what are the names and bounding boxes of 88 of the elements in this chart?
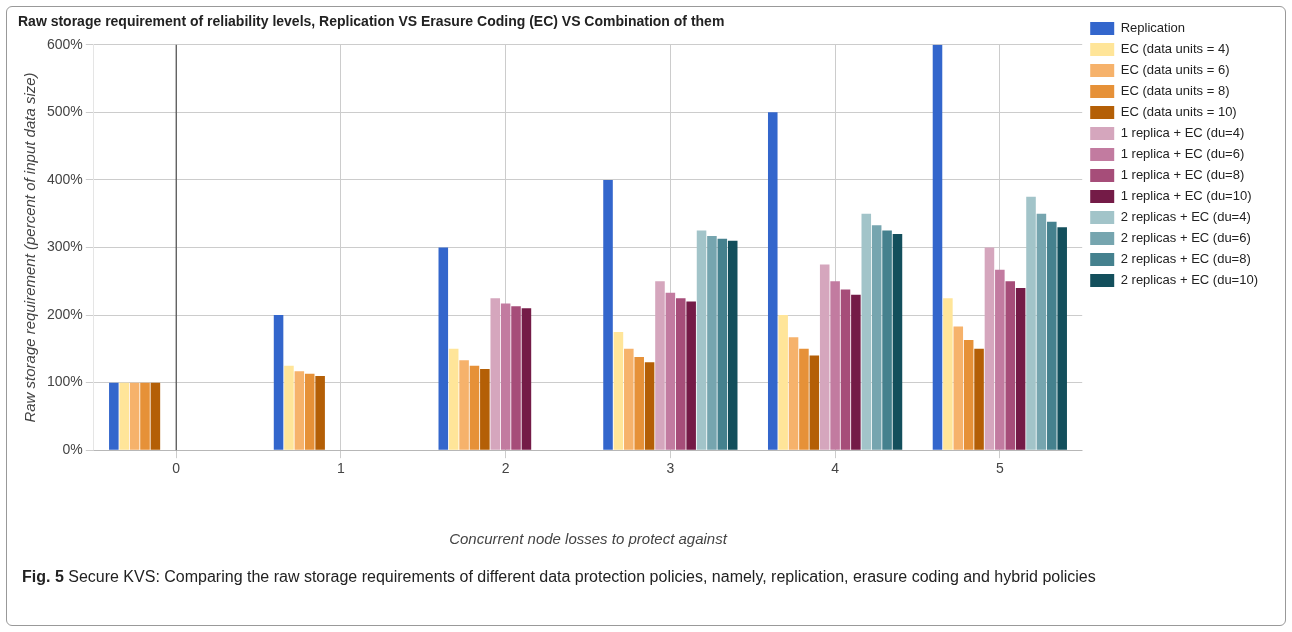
bar [129,382,140,450]
bar [819,264,830,450]
bar [644,362,655,450]
bar [953,326,964,450]
bar [788,337,799,450]
bar [696,230,707,450]
bar [686,301,696,450]
bar [1005,281,1016,450]
bar [624,348,634,450]
y-tick-label: 0% [62,441,83,458]
x-tick-label: 3 [666,460,675,477]
bar [448,348,459,450]
bar [840,289,851,450]
bar [315,375,325,450]
legend-label: 1 replica + EC (du=10) [1120,188,1252,204]
legend-label: 1 replica + EC (du=4) [1120,125,1245,141]
x-tick-label: 2 [501,460,510,477]
y-tick-label: 100% [46,373,83,390]
bar [150,382,161,450]
chart-title: Raw storage requirement of reliability levels, Replication VS Erasure Coding (EC) VS Combination of them [18,13,725,30]
bar [273,315,284,450]
legend-label: EC (data units = 4) [1120,41,1230,57]
bar [304,373,315,450]
bar [119,382,129,450]
bar [871,225,882,450]
bar [1015,288,1026,450]
bar [294,371,305,450]
bar [882,230,892,450]
bar [932,44,943,450]
bar [1047,221,1057,450]
bar [717,238,728,450]
bar [613,331,624,450]
legend-label: Replication [1120,20,1186,36]
bar [809,355,820,450]
bar [438,247,449,450]
x-tick-label: 1 [337,460,346,477]
legend-label: 2 replicas + EC (du=8) [1120,251,1251,267]
y-tick-label: 200% [46,305,83,322]
bar [778,315,788,450]
legend-label: EC (data units = 10) [1120,104,1237,120]
bar [480,369,490,450]
bar [799,348,809,450]
legend-label: 2 replicas + EC (du=10) [1120,272,1258,288]
bar [140,382,150,450]
bar [727,240,738,450]
bar [1036,213,1047,450]
bar [851,294,861,450]
bar [943,298,953,450]
bar [511,306,521,450]
bar [109,382,119,450]
bar [675,298,686,450]
x-tick-label: 4 [831,460,840,477]
x-tick-label: 5 [995,460,1004,477]
bar [500,303,511,450]
x-axis-title: Concurrent node losses to protect against [449,530,728,548]
bar [830,281,840,450]
y-tick-label: 500% [46,103,83,120]
legend-label: 2 replicas + EC (du=4) [1120,209,1251,225]
bar [490,298,501,450]
bar [984,247,995,450]
y-tick-label: 600% [46,35,83,52]
bar [665,292,676,450]
bar [469,365,480,450]
legend-label: EC (data units = 6) [1120,62,1230,78]
bar [995,269,1005,450]
legend-label: EC (data units = 8) [1120,83,1230,99]
bar [892,233,903,450]
bar [655,281,665,450]
y-tick-label: 300% [46,238,83,255]
bar [707,236,717,450]
bar [1026,196,1036,450]
bar [963,340,974,450]
bar [284,365,294,450]
legend-label: 2 replicas + EC (du=6) [1120,230,1251,246]
bar [521,308,532,450]
legend-label: 1 replica + EC (du=8) [1120,167,1245,183]
bar [459,360,469,450]
legend-label: 1 replica + EC (du=6) [1120,146,1245,162]
x-tick-label: 0 [172,460,181,477]
bar [1057,227,1067,450]
bar [974,348,984,450]
bar [634,356,644,450]
caption: Fig. 5 Secure KVS: Comparing the raw storage requirements of different data protection policies, namely, replication, erasure coding and hybrid policies [22,567,1097,587]
y-axis-title: Raw storage requirement (percent of input data size) [21,72,39,423]
bar [767,112,778,450]
bar [861,213,872,450]
bar [603,179,613,450]
y-tick-label: 400% [46,170,83,187]
